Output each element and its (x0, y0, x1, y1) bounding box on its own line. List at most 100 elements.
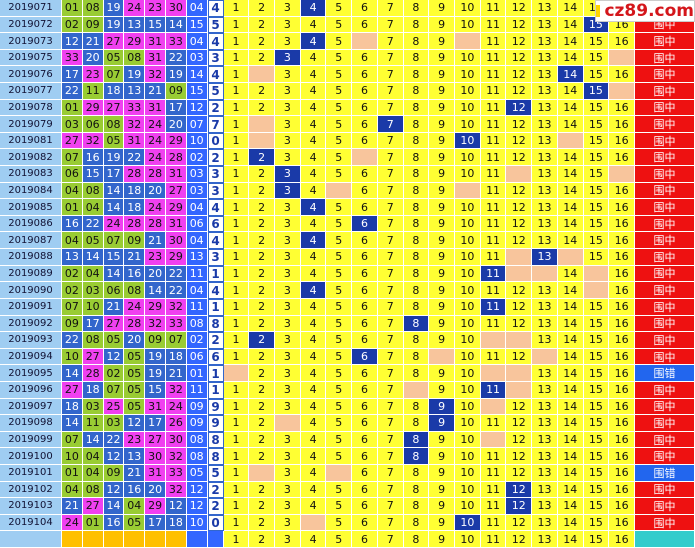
number-cell: 11 (480, 232, 507, 250)
number-cell: 1 (223, 398, 250, 416)
red-ball: 07 (62, 149, 83, 167)
number-cell: 2 (249, 0, 276, 17)
number-cell: 13 (532, 99, 558, 117)
hit-cell: 11 (480, 298, 507, 316)
number-cell: 2 (249, 481, 276, 499)
number-cell: 6 (352, 49, 378, 67)
blue-ball: 03 (186, 49, 208, 67)
blue-ball: 03 (186, 182, 208, 200)
number-cell: 10 (455, 464, 481, 482)
number-cell: 12 (506, 49, 533, 67)
number-cell: 8 (403, 498, 430, 515)
number-cell: 1 (223, 315, 250, 333)
red-ball: 01 (62, 464, 83, 482)
red-ball: 07 (103, 381, 125, 399)
number-cell: 7 (377, 83, 404, 100)
number-cell: 1 (223, 448, 250, 465)
footer-number: 11 (480, 531, 507, 548)
number-cell: 16 (609, 149, 635, 167)
number-cell: 15 (583, 298, 610, 316)
number-cell: 9 (429, 16, 455, 34)
number-cell: 2 (249, 49, 276, 67)
blue-ball: 01 (186, 365, 208, 382)
number-cell: 12 (506, 0, 533, 17)
result: 围中 (635, 49, 695, 67)
number-cell: 2 (249, 381, 276, 399)
red-ball: 33 (62, 49, 83, 67)
number-cell: 10 (455, 16, 481, 34)
result: 围中 (635, 332, 695, 349)
hit-cell: 8 (403, 448, 430, 465)
result: 围中 (635, 431, 695, 449)
number-cell: 13 (532, 166, 558, 183)
result: 围中 (635, 199, 695, 216)
number-cell: 13 (532, 0, 558, 17)
period: 2019073 (0, 33, 62, 50)
footer-ball (166, 531, 187, 548)
number-cell: 1 (223, 498, 250, 515)
red-ball: 07 (103, 66, 125, 84)
number-cell: 7 (377, 282, 404, 299)
red-ball: 12 (124, 415, 146, 432)
number-cell: 7 (377, 381, 404, 399)
number-cell: 11 (480, 116, 507, 133)
blank-cell (506, 365, 533, 382)
hit-cell: 11 (480, 265, 507, 283)
number-cell: 8 (403, 132, 430, 150)
number-cell: 3 (275, 16, 301, 34)
number-cell: 12 (506, 315, 533, 333)
number-cell: 15 (583, 199, 610, 216)
number-cell: 9 (429, 265, 455, 283)
number-cell: 4 (300, 481, 327, 499)
red-ball: 29 (166, 132, 187, 150)
red-ball: 02 (62, 16, 83, 34)
red-ball: 06 (82, 116, 104, 133)
red-ball: 24 (124, 0, 146, 17)
number-cell: 10 (455, 166, 481, 183)
blank-cell (480, 431, 507, 449)
red-ball: 20 (145, 265, 166, 283)
number-cell: 10 (455, 415, 481, 432)
number-cell: 3 (275, 332, 301, 349)
number-cell: 15 (583, 315, 610, 333)
number-cell: 14 (557, 365, 584, 382)
number-cell: 1 (223, 66, 250, 84)
number-cell: 11 (480, 132, 507, 150)
red-ball: 14 (82, 431, 104, 449)
number-cell: 8 (403, 83, 430, 100)
hit-cell: 4 (300, 199, 327, 216)
number-cell: 3 (275, 232, 301, 250)
number-cell: 3 (275, 33, 301, 50)
period: 2019071 (0, 0, 62, 17)
number-cell: 16 (609, 298, 635, 316)
blank-cell (455, 33, 481, 50)
number-cell: 16 (609, 415, 635, 432)
red-ball: 21 (145, 83, 166, 100)
number-cell: 2 (249, 315, 276, 333)
number-cell: 15 (583, 116, 610, 133)
red-ball: 27 (145, 431, 166, 449)
tail-digit: 3 (207, 49, 224, 67)
tail-digit: 9 (207, 415, 224, 432)
number-cell: 10 (455, 232, 481, 250)
tail-digit: 8 (207, 431, 224, 449)
result: 围中 (635, 498, 695, 515)
number-cell: 4 (300, 16, 327, 34)
red-ball: 04 (82, 265, 104, 283)
number-cell: 5 (326, 0, 353, 17)
red-ball: 04 (62, 232, 83, 250)
red-ball: 20 (82, 49, 104, 67)
number-cell: 4 (300, 448, 327, 465)
red-ball: 17 (145, 514, 166, 532)
tail-digit: 2 (207, 99, 224, 117)
number-cell: 11 (480, 481, 507, 499)
number-cell: 12 (506, 448, 533, 465)
number-cell: 10 (455, 498, 481, 515)
red-ball: 24 (145, 116, 166, 133)
blank-cell (609, 83, 635, 100)
number-cell: 13 (532, 66, 558, 84)
number-cell: 3 (275, 381, 301, 399)
blank-cell (557, 249, 584, 266)
footer-number: 12 (506, 531, 533, 548)
number-cell: 16 (609, 365, 635, 382)
